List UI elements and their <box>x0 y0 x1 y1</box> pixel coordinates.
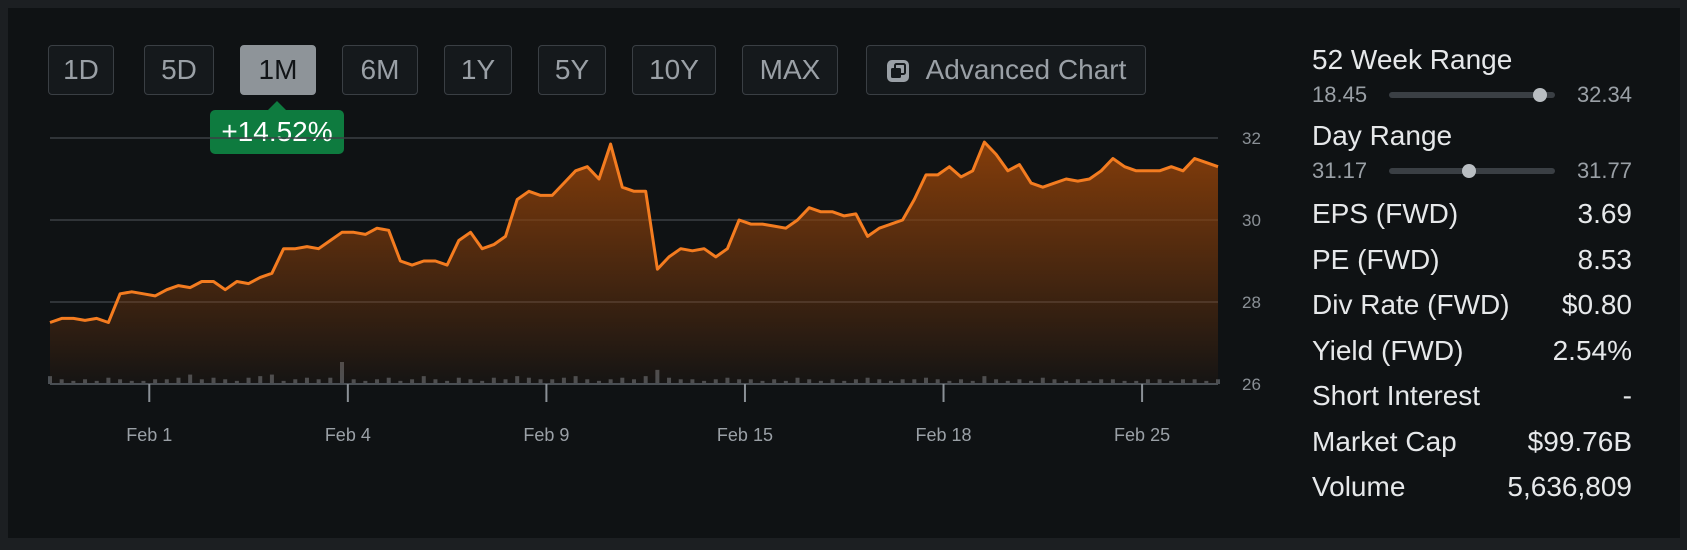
x-tick-label: Feb 25 <box>1114 425 1170 445</box>
stat-label: Short Interest <box>1312 380 1481 411</box>
price-line <box>49 140 1219 324</box>
stat-row: Div Rate (FWD) $0.80 <box>1312 289 1632 329</box>
week52-low: 18.45 <box>1312 82 1368 107</box>
advanced-chart-icon <box>886 58 910 82</box>
day-low: 31.17 <box>1312 158 1368 183</box>
week52-range-title: 52 Week Range <box>1312 44 1513 75</box>
day-range-title: Day Range <box>1312 120 1453 151</box>
stat-label: Div Rate (FWD) <box>1312 289 1510 320</box>
stat-value: - <box>1622 380 1632 411</box>
x-tick-label: Feb 4 <box>325 425 371 445</box>
range-1y-button[interactable]: 1Y <box>444 45 512 95</box>
y-tick-label: 30 <box>1242 211 1261 230</box>
stat-value: 3.69 <box>1577 198 1633 229</box>
range-5y-button[interactable]: 5Y <box>538 45 606 95</box>
stat-value: $99.76B <box>1527 425 1632 457</box>
stat-row: PE (FWD) 8.53 <box>1312 244 1632 284</box>
x-tick-label: Feb 1 <box>126 425 172 445</box>
stat-row: Yield (FWD) 2.54% <box>1312 335 1632 375</box>
day-high: 31.77 <box>1576 158 1632 183</box>
change-badge-label: +14.52% <box>221 116 333 147</box>
stat-label: Volume <box>1312 471 1406 502</box>
y-tick-label: 32 <box>1242 129 1261 148</box>
y-tick-label: 28 <box>1242 293 1261 312</box>
change-badge: +14.52% <box>210 101 344 154</box>
y-tick-label: 26 <box>1242 375 1261 394</box>
range-max-button[interactable]: MAX <box>742 45 838 95</box>
stat-row: Short Interest - <box>1312 380 1632 420</box>
day-slider-knob <box>1461 164 1476 178</box>
advanced-chart-label: Advanced Chart <box>925 54 1127 85</box>
week52-high: 32.34 <box>1576 82 1632 107</box>
range-10y-button[interactable]: 10Y <box>632 45 716 95</box>
stat-value: $0.80 <box>1561 289 1632 320</box>
stat-label: EPS (FWD) <box>1312 198 1459 229</box>
x-tick-label: Feb 9 <box>523 425 569 445</box>
stat-row: Volume 5,636,809 <box>1312 471 1632 511</box>
x-tick-label: Feb 18 <box>915 425 971 445</box>
advanced-chart-button[interactable]: Advanced Chart <box>866 45 1146 95</box>
stat-value: 8.53 <box>1577 243 1633 275</box>
range-5d-button[interactable]: 5D <box>144 45 214 95</box>
stat-row: Market Cap $99.76B <box>1312 426 1632 466</box>
price-chart: 26 28 30 32 Feb 1 Feb 4 Feb 9 Feb 15 Feb 18 Feb 2… <box>48 129 1261 445</box>
x-tick-label: Feb 15 <box>717 425 773 445</box>
week52-slider <box>1389 88 1555 102</box>
stat-label: Yield (FWD) <box>1312 334 1464 366</box>
price-area <box>50 142 1218 384</box>
range-1m-button[interactable]: 1M <box>240 45 316 95</box>
range-1d-button[interactable]: 1D <box>48 45 114 95</box>
day-slider <box>1389 164 1555 178</box>
stat-label: PE (FWD) <box>1312 243 1440 275</box>
week52-slider-knob <box>1533 88 1548 102</box>
stat-label: Market Cap <box>1312 425 1457 457</box>
stat-row: EPS (FWD) 3.69 <box>1312 198 1632 238</box>
stat-value: 5,636,809 <box>1507 471 1632 502</box>
stat-value: 2.54% <box>1552 334 1632 366</box>
range-6m-button[interactable]: 6M <box>342 45 418 95</box>
